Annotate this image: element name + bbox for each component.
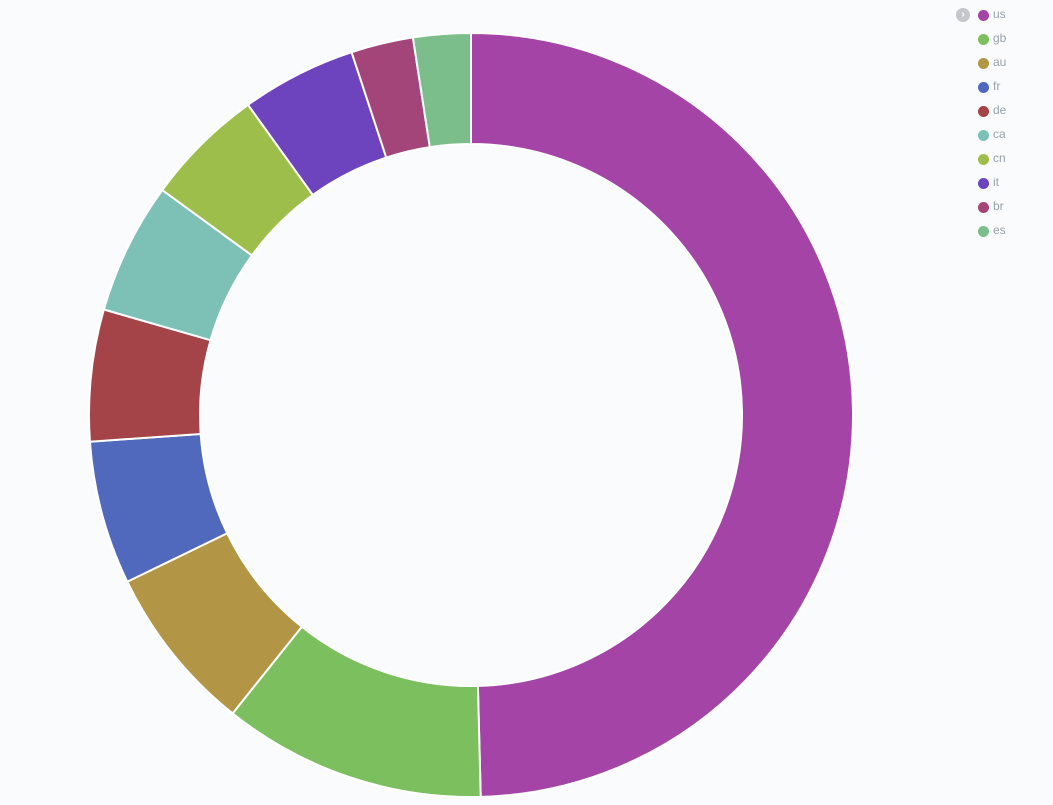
legend-swatch <box>978 226 989 237</box>
legend-swatch <box>978 106 989 117</box>
legend-swatch <box>978 34 989 45</box>
legend-swatch <box>978 202 989 213</box>
legend-swatch <box>978 58 989 69</box>
legend-label: ca <box>993 127 1006 141</box>
legend-swatch <box>978 178 989 189</box>
legend-label: us <box>993 7 1006 21</box>
chart-legend: › us gb au fr de ca cn it br es <box>956 6 1046 246</box>
legend-swatch <box>978 154 989 165</box>
legend-label: fr <box>993 79 1001 93</box>
legend-item-au[interactable]: au <box>956 54 1046 78</box>
legend-label: it <box>993 175 999 189</box>
legend-item-br[interactable]: br <box>956 198 1046 222</box>
legend-label: gb <box>993 31 1007 45</box>
legend-label: br <box>993 199 1004 213</box>
slice-us[interactable] <box>470 31 854 798</box>
legend-label: es <box>993 223 1006 237</box>
legend-label: cn <box>993 151 1006 165</box>
donut-slices <box>88 31 854 798</box>
legend-item-us[interactable]: us <box>956 6 1046 30</box>
chevron-right-icon[interactable]: › <box>956 8 970 22</box>
legend-item-gb[interactable]: gb <box>956 30 1046 54</box>
slice-es[interactable] <box>411 31 472 149</box>
legend-item-it[interactable]: it <box>956 174 1046 198</box>
legend-item-de[interactable]: de <box>956 102 1046 126</box>
legend-label: de <box>993 103 1007 117</box>
legend-swatch <box>978 130 989 141</box>
legend-swatch <box>978 82 989 93</box>
legend-label: au <box>993 55 1007 69</box>
legend-item-es[interactable]: es <box>956 222 1046 246</box>
legend-item-ca[interactable]: ca <box>956 126 1046 150</box>
legend-item-fr[interactable]: fr <box>956 78 1046 102</box>
legend-swatch <box>978 10 989 21</box>
legend-item-cn[interactable]: cn <box>956 150 1046 174</box>
